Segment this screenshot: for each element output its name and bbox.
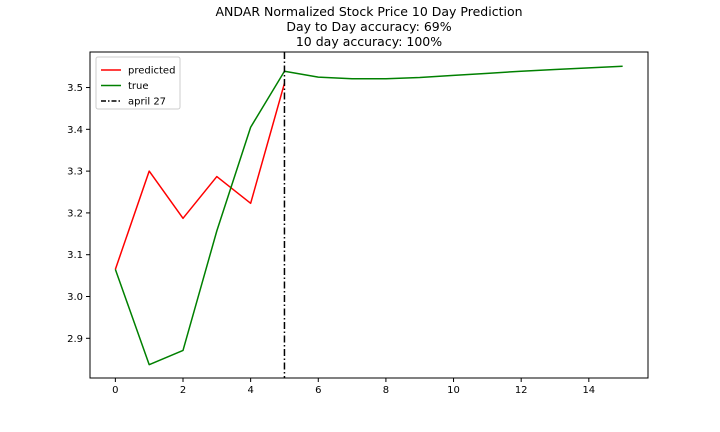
y-tick-label: 3.2 <box>67 208 83 219</box>
legend-label: april 27 <box>128 97 166 108</box>
x-tick-label: 8 <box>383 385 389 396</box>
plot-area <box>114 52 623 378</box>
y-tick-label: 2.9 <box>67 334 83 345</box>
x-tick-label: 4 <box>247 385 253 396</box>
series-line-true <box>114 65 623 366</box>
y-tick-label: 3.3 <box>67 167 83 178</box>
chart-title-line-3: 10 day accuracy: 100% <box>296 34 442 49</box>
chart-title-line-2: Day to Day accuracy: 69% <box>286 19 451 34</box>
legend: predicted true april 27 <box>95 56 181 110</box>
y-tick-label: 3.4 <box>67 125 83 136</box>
y-tick-label: 3.0 <box>67 292 83 303</box>
legend-label: true <box>128 81 149 92</box>
x-tick-label: 14 <box>582 385 595 396</box>
x-tick-label: 10 <box>447 385 460 396</box>
chart-title: ANDAR Normalized Stock Price 10 Day Pred… <box>215 4 522 49</box>
y-tick-label: 3.1 <box>67 250 83 261</box>
x-tick-label: 6 <box>315 385 321 396</box>
y-tick-label: 3.5 <box>67 83 83 94</box>
series-line-predicted <box>114 83 286 270</box>
x-tick-label: 12 <box>515 385 528 396</box>
chart-title-line-1: ANDAR Normalized Stock Price 10 Day Pred… <box>215 4 522 19</box>
axes-frame <box>89 51 649 379</box>
x-tick-label: 2 <box>180 385 186 396</box>
x-tick-label: 0 <box>112 385 118 396</box>
axes-ticks: 0 2 4 6 8 10 12 14 2.9 3.0 3.1 3.2 3.3 3.4 3.5 <box>67 83 595 396</box>
legend-label: predicted <box>128 66 175 77</box>
